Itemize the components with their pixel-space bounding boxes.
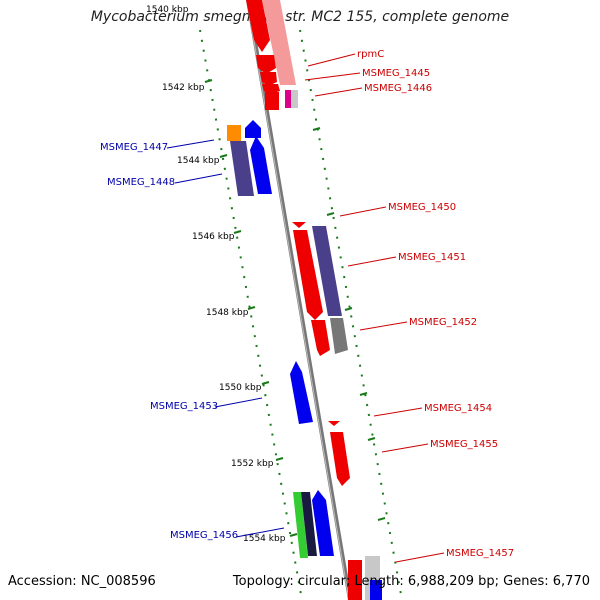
kbp-tick-label: 1552 kbp — [231, 459, 274, 469]
gene-block[interactable] — [291, 90, 298, 108]
gene-arrow-reverse[interactable] — [250, 136, 272, 194]
gene-arrow[interactable] — [293, 230, 323, 320]
kbp-tick-label: 1546 kbp — [192, 232, 235, 242]
kbp-tick-label: 1550 kbp — [219, 383, 262, 393]
gene-block[interactable] — [348, 560, 362, 600]
gene-label[interactable]: MSMEG_1446 — [364, 83, 432, 94]
kbp-tick-label: 1542 kbp — [162, 83, 205, 93]
gene-label[interactable]: MSMEG_1451 — [398, 252, 466, 263]
kbp-tick-label: 1548 kbp — [206, 308, 249, 318]
gene-label[interactable]: MSMEG_1455 — [430, 439, 498, 450]
gene-arrow-reverse[interactable] — [245, 120, 261, 138]
gene-cluster-1457 — [348, 556, 382, 600]
gene-block-orange[interactable] — [227, 125, 241, 141]
gene-block-purple[interactable] — [312, 226, 342, 316]
gene-label[interactable]: MSMEG_1456 — [170, 530, 238, 541]
gene-arrow[interactable] — [262, 0, 296, 85]
gene-cluster-1456 — [293, 490, 334, 558]
gene-label[interactable]: MSMEG_1447 — [100, 142, 168, 153]
gene-label[interactable]: rpmC — [357, 49, 384, 60]
gene-arrow-reverse[interactable] — [290, 361, 313, 424]
major-ticks — [204, 79, 386, 537]
left-labels — [166, 139, 285, 538]
genome-backbone-highlight — [246, 0, 350, 600]
gene-block[interactable] — [285, 90, 291, 108]
gene-label[interactable]: MSMEG_1453 — [150, 401, 218, 412]
gene-arrow[interactable] — [262, 84, 280, 94]
gene-arrow[interactable] — [311, 320, 330, 356]
gene-arrow[interactable] — [256, 55, 276, 74]
gene-arrow[interactable] — [292, 222, 306, 228]
gene-arrow[interactable] — [330, 432, 350, 486]
genome-summary: Topology: circular; Length: 6,988,209 bp… — [232, 574, 590, 589]
map-title: Mycobacterium smegmatis str. MC2 155, co… — [90, 9, 510, 25]
gene-cluster-top — [246, 0, 298, 110]
gene-block[interactable] — [370, 580, 382, 600]
kbp-tick-label: 1544 kbp — [177, 156, 220, 166]
gene-cluster-1450 — [292, 222, 348, 356]
gene-arrow[interactable] — [246, 0, 270, 52]
gene-label[interactable]: MSMEG_1452 — [409, 317, 477, 328]
gene-block[interactable] — [265, 92, 279, 110]
gene-label[interactable]: MSMEG_1448 — [107, 177, 175, 188]
gene-label[interactable]: MSMEG_1445 — [362, 68, 430, 79]
right-labels — [304, 53, 445, 563]
gene-arrow[interactable] — [328, 421, 340, 426]
accession-label: Accession: NC_008596 — [8, 574, 156, 589]
gene-cluster-1447 — [227, 120, 272, 196]
gene-block-gray[interactable] — [330, 318, 348, 354]
gene-arrow-reverse[interactable] — [312, 490, 334, 556]
gene-block-green[interactable] — [293, 492, 308, 558]
gene-block-purple[interactable] — [230, 141, 254, 196]
gene-label[interactable]: MSMEG_1454 — [424, 403, 492, 414]
kbp-tick-label: 1540 kbp — [146, 5, 189, 15]
gene-label[interactable]: MSMEG_1450 — [388, 202, 456, 213]
gene-block-dark[interactable] — [301, 492, 317, 556]
gene-arrow[interactable] — [260, 72, 277, 86]
kbp-tick-label: 1554 kbp — [243, 534, 286, 544]
gene-label[interactable]: MSMEG_1457 — [446, 548, 514, 559]
